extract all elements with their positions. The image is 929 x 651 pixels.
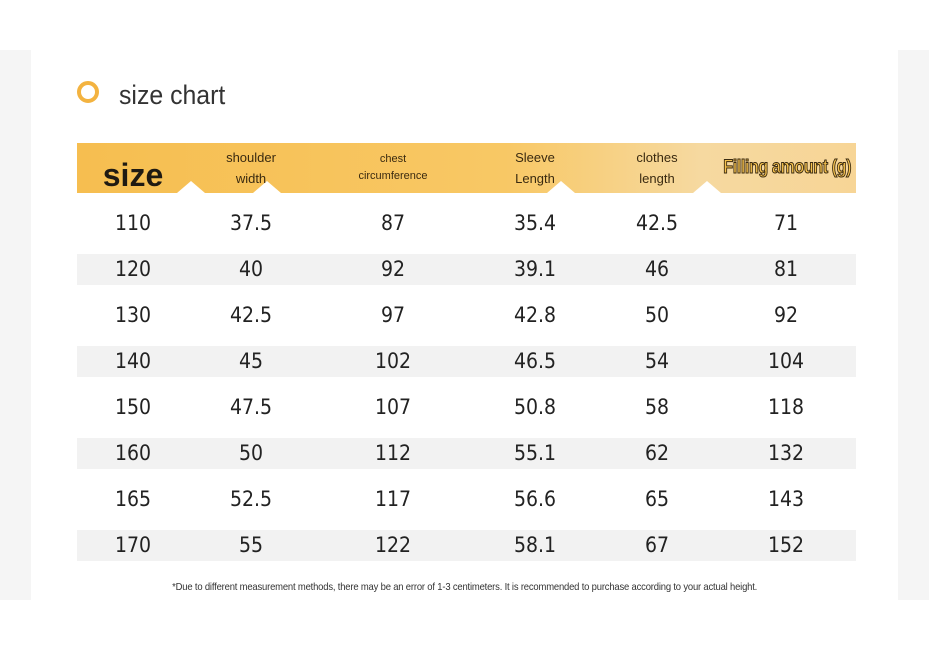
left-margin-panel	[0, 50, 31, 600]
page-title: size chart	[119, 80, 226, 110]
cell-sleeve: 50.8	[513, 395, 557, 419]
cell-chest: 122	[374, 533, 412, 557]
cell-filling: 143	[767, 487, 805, 511]
cell-shoulder: 42.5	[229, 303, 273, 327]
cell-sleeve: 42.8	[513, 303, 557, 327]
cell-filling: 71	[773, 211, 799, 235]
size-chart-card	[31, 50, 898, 600]
table-row: 170 55 122 58.1 67 152	[77, 530, 856, 561]
cell-chest: 107	[374, 395, 412, 419]
header-notch	[547, 181, 575, 193]
cell-size: 120	[114, 257, 152, 281]
cell-chest: 97	[380, 303, 406, 327]
cell-sleeve: 39.1	[513, 257, 557, 281]
header-chest-circumference: chest circumference	[358, 153, 428, 182]
cell-length: 42.5	[635, 211, 679, 235]
cell-filling: 118	[767, 395, 805, 419]
table-header: size shoulder width chest circumference …	[77, 143, 856, 193]
cell-length: 46	[644, 257, 670, 281]
cell-chest: 112	[374, 441, 412, 465]
header-sleeve-length: Sleeve Length	[515, 150, 555, 186]
cell-sleeve: 46.5	[513, 349, 557, 373]
header-notch	[253, 181, 281, 193]
circle-bullet-icon	[77, 81, 99, 103]
cell-shoulder: 37.5	[229, 211, 273, 235]
right-margin-panel	[898, 50, 929, 600]
cell-filling: 104	[767, 349, 805, 373]
cell-chest: 117	[374, 487, 412, 511]
cell-filling: 132	[767, 441, 805, 465]
table-row: 120 40 92 39.1 46 81	[77, 254, 856, 285]
table-row: 150 47.5 107 50.8 58 118	[77, 392, 856, 423]
header-clothes-length: clothes length	[636, 150, 678, 186]
cell-size: 165	[114, 487, 152, 511]
cell-shoulder: 55	[238, 533, 264, 557]
cell-length: 67	[644, 533, 670, 557]
cell-size: 110	[114, 211, 152, 235]
cell-size: 170	[114, 533, 152, 557]
table-row: 130 42.5 97 42.8 50 92	[77, 300, 856, 331]
cell-shoulder: 50	[238, 441, 264, 465]
header-notch	[693, 181, 721, 193]
cell-sleeve: 56.6	[513, 487, 557, 511]
cell-length: 65	[644, 487, 670, 511]
footnote: *Due to different measurement methods, t…	[172, 581, 758, 593]
cell-shoulder: 47.5	[229, 395, 273, 419]
cell-chest: 102	[374, 349, 412, 373]
table-row: 110 37.5 87 35.4 42.5 71	[77, 208, 856, 239]
cell-shoulder: 45	[238, 349, 264, 373]
table-row: 140 45 102 46.5 54 104	[77, 346, 856, 377]
cell-sleeve: 35.4	[513, 211, 557, 235]
cell-size: 140	[114, 349, 152, 373]
cell-length: 54	[644, 349, 670, 373]
cell-chest: 92	[380, 257, 406, 281]
cell-filling: 152	[767, 533, 805, 557]
cell-length: 50	[644, 303, 670, 327]
cell-filling: 81	[773, 257, 799, 281]
header-size: size	[102, 156, 164, 193]
cell-size: 130	[114, 303, 152, 327]
cell-size: 150	[114, 395, 152, 419]
table-row: 165 52.5 117 56.6 65 143	[77, 484, 856, 515]
cell-chest: 87	[380, 211, 406, 235]
table-row: 160 50 112 55.1 62 132	[77, 438, 856, 469]
cell-size: 160	[114, 441, 152, 465]
header-notch	[177, 181, 205, 193]
cell-length: 62	[644, 441, 670, 465]
cell-filling: 92	[773, 303, 799, 327]
cell-sleeve: 58.1	[513, 533, 557, 557]
cell-shoulder: 52.5	[229, 487, 273, 511]
header-shoulder-width: shoulder width	[226, 150, 276, 186]
cell-sleeve: 55.1	[513, 441, 557, 465]
header-filling-amount: Filling amount (g)	[723, 157, 852, 179]
cell-shoulder: 40	[238, 257, 264, 281]
cell-length: 58	[644, 395, 670, 419]
